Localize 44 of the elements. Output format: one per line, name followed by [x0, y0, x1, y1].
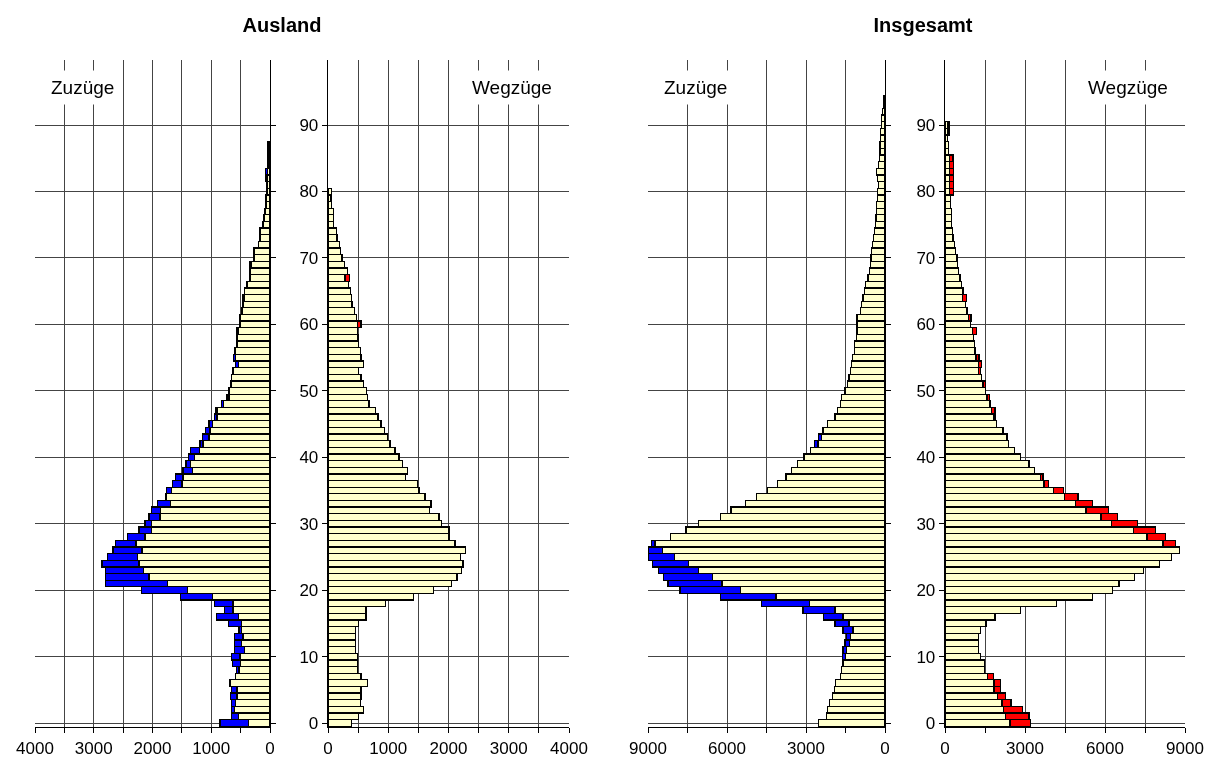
x-tick-label: 0 [940, 738, 950, 758]
y-tick-label: 10 [916, 647, 936, 667]
y-tick-label: 20 [916, 581, 936, 601]
x-tick-label: 2000 [133, 738, 172, 758]
x-tick-label: 0 [323, 738, 333, 758]
y-tick-label: 50 [916, 381, 936, 401]
y-tick-label: 80 [916, 182, 936, 202]
x-tick-label: 3000 [74, 738, 113, 758]
x-tick-label: 0 [880, 738, 890, 758]
chart-title: Ausland [242, 14, 322, 36]
y-tick-label: 30 [299, 514, 319, 534]
x-tick-label: 1000 [192, 738, 231, 758]
y-tick-label: 70 [299, 248, 319, 268]
y-tick-label: 60 [916, 315, 936, 335]
y-tick-label: 20 [299, 581, 319, 601]
annotation: Zuzüge [51, 77, 115, 98]
y-tick-label: 0 [308, 713, 319, 733]
y-tick-label: 90 [916, 116, 936, 136]
x-tick-label: 6000 [708, 738, 746, 758]
x-tick-label: 1000 [369, 738, 408, 758]
x-tick-label: 4000 [16, 738, 54, 758]
x-tick-label: 9000 [1166, 738, 1204, 758]
x-tick-label: 6000 [1086, 738, 1124, 758]
annotation: Wegzüge [472, 77, 552, 98]
y-tick-label: 30 [916, 514, 936, 534]
y-tick-label: 40 [916, 448, 936, 468]
annotation: Wegzüge [1088, 77, 1168, 98]
annotation: Zuzüge [664, 77, 728, 98]
y-tick-label: 40 [299, 448, 319, 468]
y-tick-label: 80 [299, 182, 319, 202]
x-tick-label: 2000 [429, 738, 468, 758]
x-tick-label: 9000 [629, 738, 667, 758]
y-tick-label: 90 [299, 116, 319, 136]
y-tick-label: 50 [299, 381, 319, 401]
x-tick-label: 4000 [550, 738, 588, 758]
y-tick-label: 70 [916, 248, 936, 268]
y-tick-label: 0 [925, 713, 936, 733]
x-tick-label: 3000 [1006, 738, 1044, 758]
y-tick-label: 10 [299, 647, 319, 667]
x-tick-label: 3000 [489, 738, 528, 758]
x-tick-label: 0 [265, 738, 275, 758]
y-tick-label: 60 [299, 315, 319, 335]
chart-title: Insgesamt [873, 14, 973, 36]
x-tick-label: 3000 [787, 738, 825, 758]
